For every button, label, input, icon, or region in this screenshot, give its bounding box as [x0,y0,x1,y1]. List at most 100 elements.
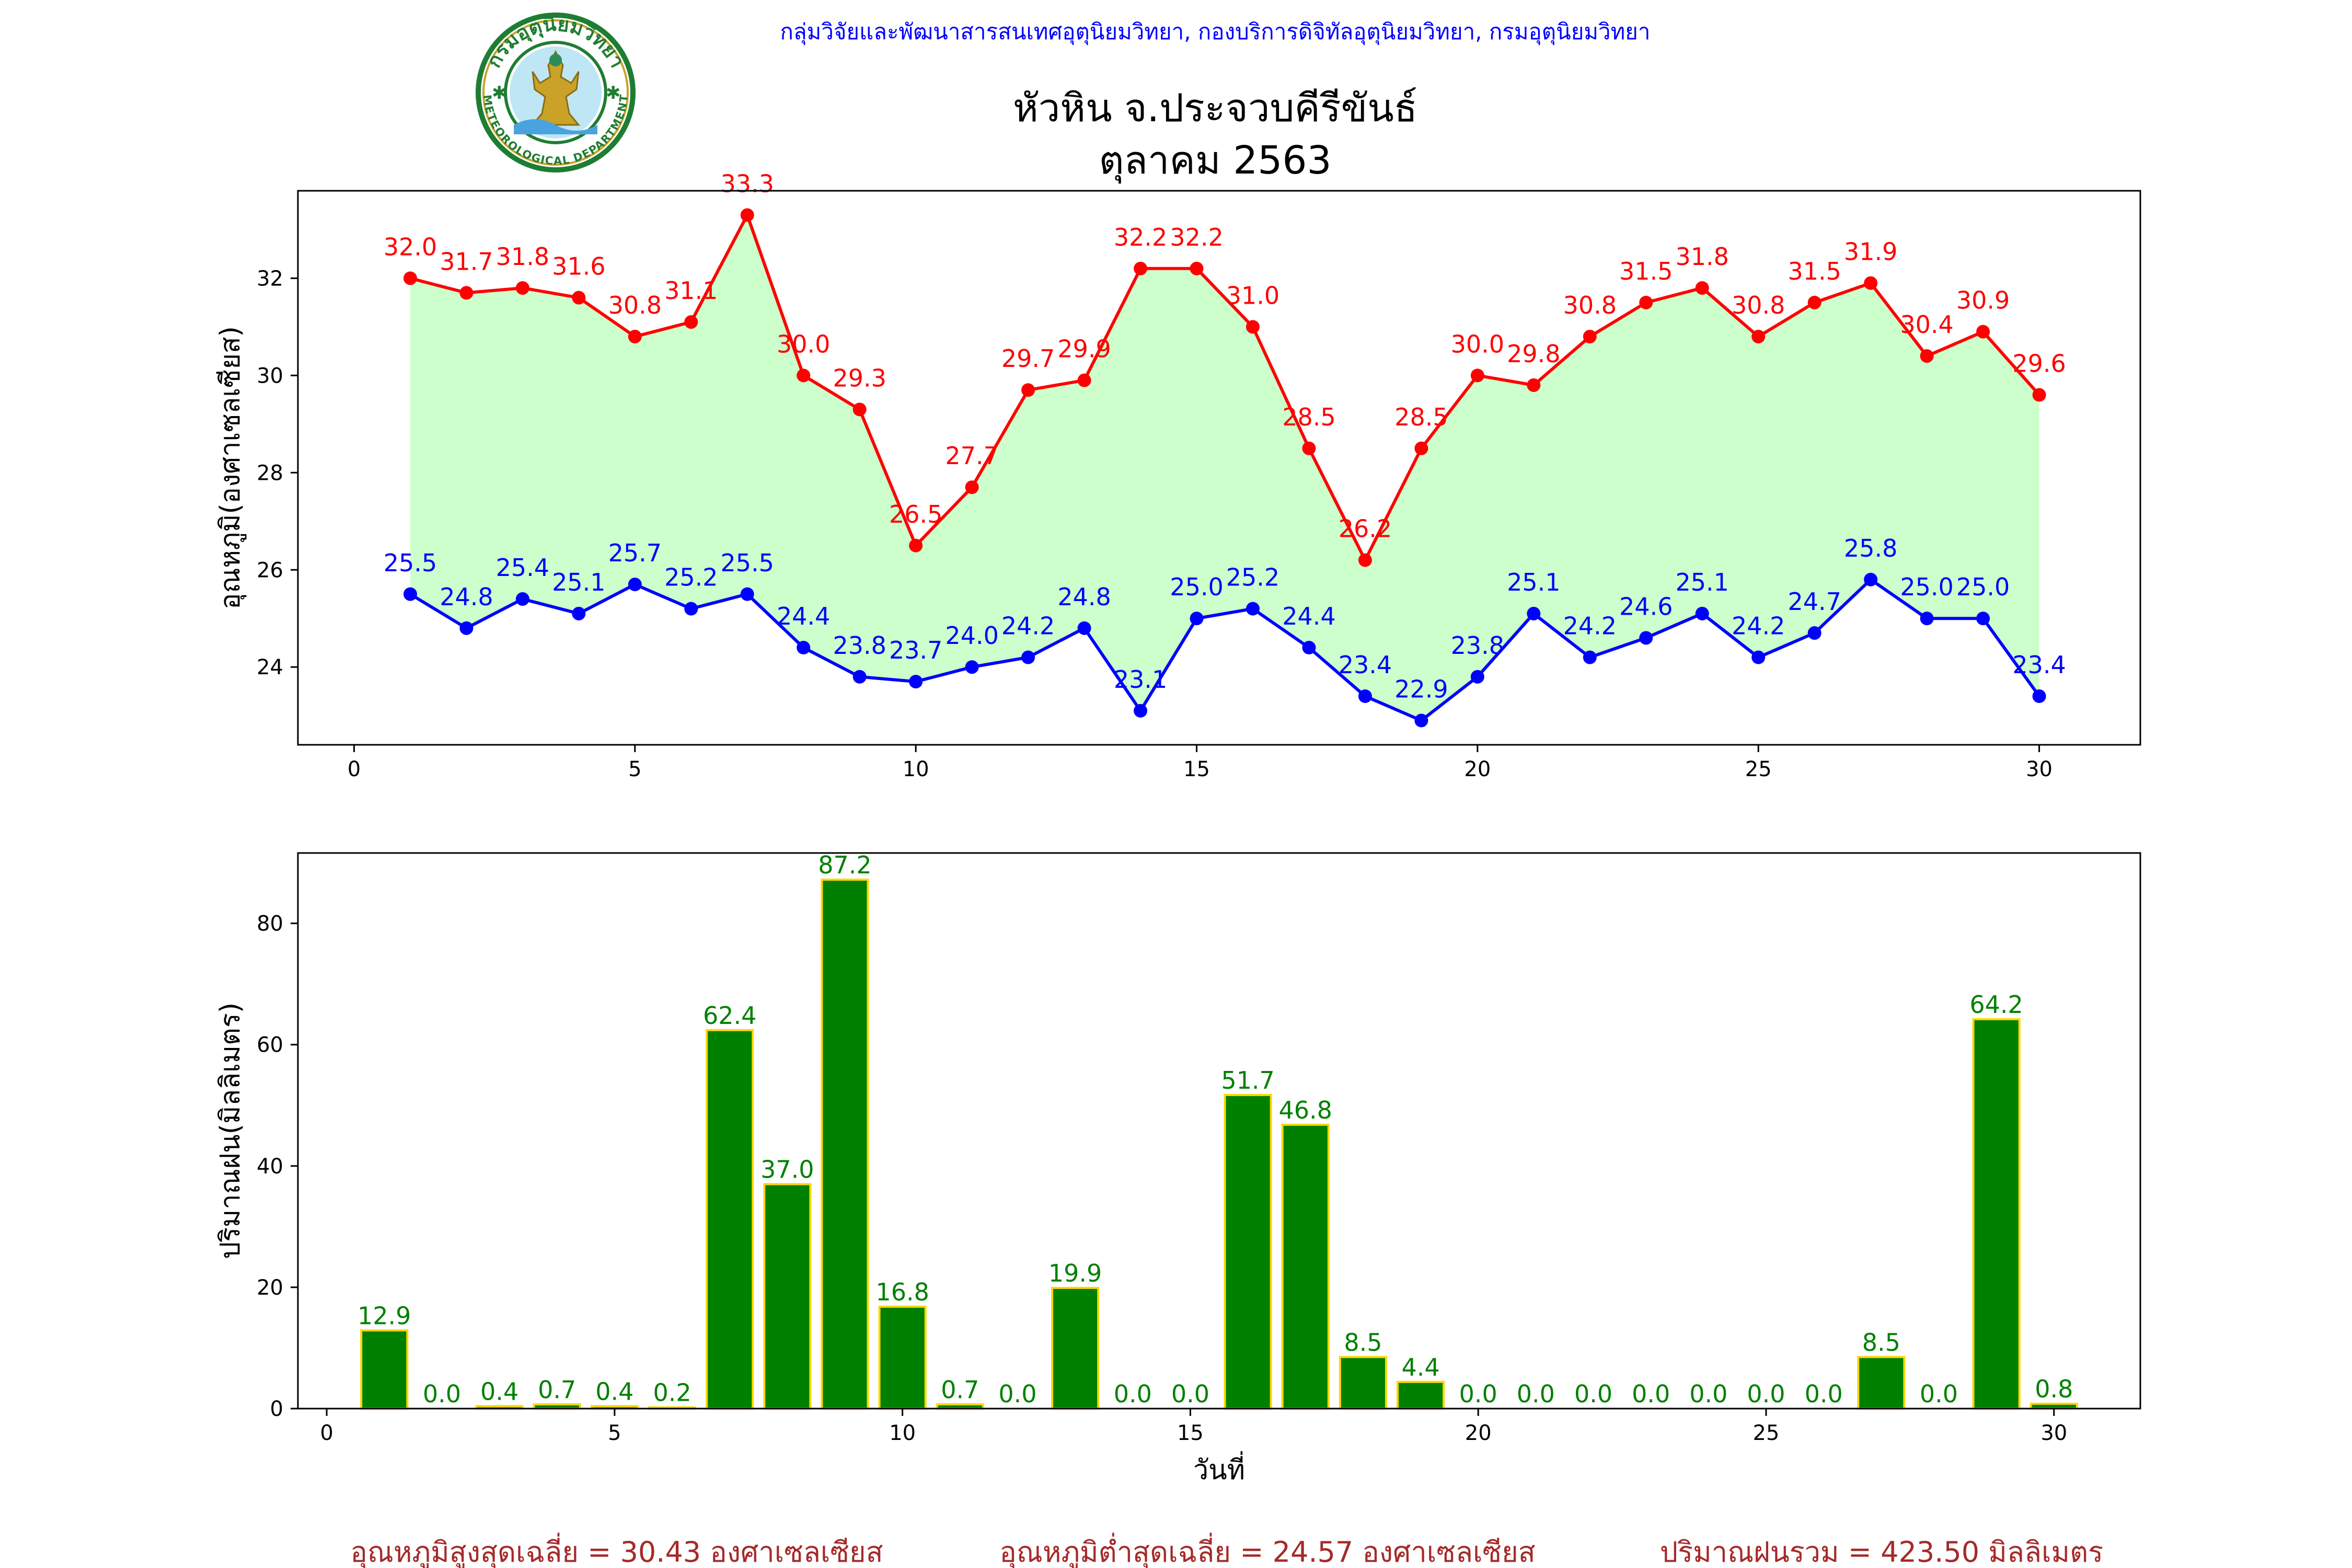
max-temp-data-label: 33.3 [721,169,774,198]
rainfall-data-label: 0.4 [595,1377,633,1405]
min-temp-point [1527,606,1541,620]
min-temp-data-label: 24.8 [440,583,493,611]
min-temp-point [1302,641,1316,655]
rainfall-x-tick-label: 15 [1177,1421,1204,1445]
max-temp-point [1864,276,1878,290]
rainfall-data-label: 0.0 [423,1380,461,1408]
temperature-plot-frame [297,190,2141,746]
max-temp-point [459,286,474,300]
rainfall-data-label: 0.0 [1920,1380,1958,1408]
min-temp-data-label: 23.1 [1114,665,1167,694]
rainfall-bar [821,879,869,1410]
min-temp-point [1583,650,1597,664]
rainfall-data-label: 51.7 [1221,1066,1274,1094]
rainfall-data-label: 37.0 [760,1156,814,1184]
max-temp-data-label: 31.0 [1226,281,1279,309]
max-temp-data-label: 30.8 [1563,291,1617,319]
min-temp-data-label: 25.2 [1226,563,1279,592]
max-temp-data-label: 30.9 [1956,286,2010,315]
min-temp-point [628,578,642,592]
min-temp-data-label: 24.8 [1057,583,1111,611]
temperature-x-tick-label: 5 [628,757,641,781]
rainfall-data-label: 8.5 [1344,1328,1382,1356]
min-temp-point [459,621,474,635]
max-temp-data-label: 29.8 [1507,340,1560,368]
min-temp-data-label: 25.4 [496,554,549,582]
min-temp-point [1470,670,1484,684]
max-temp-point [1920,349,1934,363]
min-temp-point [797,641,811,655]
min-temp-point [1864,572,1878,586]
min-temp-data-label: 23.4 [2012,651,2066,679]
rainfall-x-tick-label: 10 [889,1421,916,1445]
min-temp-point [1639,631,1653,645]
max-temp-data-label: 26.2 [1339,515,1392,543]
temperature-y-tick-label: 30 [257,364,283,388]
min-temp-point [1751,650,1766,664]
rainfall-data-label: 0.0 [1747,1380,1785,1408]
min-temp-data-label: 24.2 [1732,612,1785,640]
min-temp-data-label: 25.0 [1170,573,1223,601]
min-temp-point [403,587,417,601]
max-temp-point [1639,295,1653,309]
max-temp-point [1695,281,1709,295]
max-temp-point [797,368,811,383]
min-temp-data-label: 25.1 [552,568,605,596]
rainfall-y-tick-label: 20 [257,1276,283,1300]
min-temp-point [1190,612,1204,626]
rainfall-data-label: 0.0 [1517,1380,1555,1408]
max-temp-data-label: 29.7 [1001,344,1055,373]
max-temp-point [1021,383,1035,397]
max-temp-data-label: 31.5 [1788,257,1841,285]
min-temp-data-label: 22.9 [1394,675,1448,704]
min-temp-point [1134,704,1148,718]
min-temp-data-label: 25.2 [664,563,718,592]
max-temp-point [1976,325,1990,339]
max-temp-data-label: 28.5 [1282,403,1335,431]
temperature-x-tick-label: 30 [2026,757,2053,781]
max-temp-point [909,538,923,552]
rainfall-y-tick-label: 0 [270,1397,283,1421]
max-temp-point [515,281,529,295]
rainfall-x-tick-label: 0 [320,1421,333,1445]
min-temp-point [1976,612,1990,626]
rainfall-data-label: 0.7 [538,1376,576,1404]
max-temp-point [965,480,979,494]
min-temp-point [965,660,979,674]
min-temp-data-label: 25.0 [1956,573,2010,601]
temperature-x-tick-label: 15 [1183,757,1210,781]
min-temp-data-label: 23.4 [1339,651,1392,679]
max-temp-point [1583,329,1597,343]
max-temp-point [1246,320,1260,334]
rainfall-bar [1972,1018,2021,1410]
rainfall-data-label: 0.0 [1805,1380,1843,1408]
rainfall-data-label: 0.7 [941,1376,979,1404]
min-temp-point [1414,713,1428,728]
min-temp-point [1021,650,1035,664]
max-temp-point [1190,261,1204,275]
min-temp-point [740,587,754,601]
rainfall-data-label: 4.4 [1401,1353,1439,1381]
rainfall-data-label: 0.0 [1574,1380,1612,1408]
max-temp-point [1807,295,1821,309]
min-temp-point [1246,602,1260,616]
summary-avg-min: อุณหภูมิต่ำสุดเฉลี่ย = 24.57 องศาเซลเซีย… [999,1532,1535,1568]
min-temp-data-label: 24.7 [1788,587,1841,616]
min-temp-data-label: 25.1 [1676,568,1729,596]
min-temp-point [1358,689,1372,704]
rainfall-y-axis-label: ปริมาณฝน(มิลลิเมตร) [215,1002,246,1259]
min-temp-data-label: 24.4 [1282,602,1335,630]
max-temp-data-label: 32.2 [1114,223,1167,251]
max-temp-data-label: 31.9 [1844,238,1897,266]
max-temp-point [2032,388,2046,402]
temperature-x-tick-label: 0 [348,757,361,781]
max-temp-point [1358,553,1372,567]
rainfall-bar [1339,1356,1387,1410]
rainfall-data-label: 0.0 [1171,1380,1209,1408]
rainfall-data-label: 46.8 [1279,1096,1332,1124]
temperature-y-tick-label: 24 [257,655,283,679]
min-temp-point [1077,621,1091,635]
max-temp-point [740,208,754,222]
rainfall-data-label: 0.2 [653,1379,691,1407]
max-temp-point [628,329,642,343]
